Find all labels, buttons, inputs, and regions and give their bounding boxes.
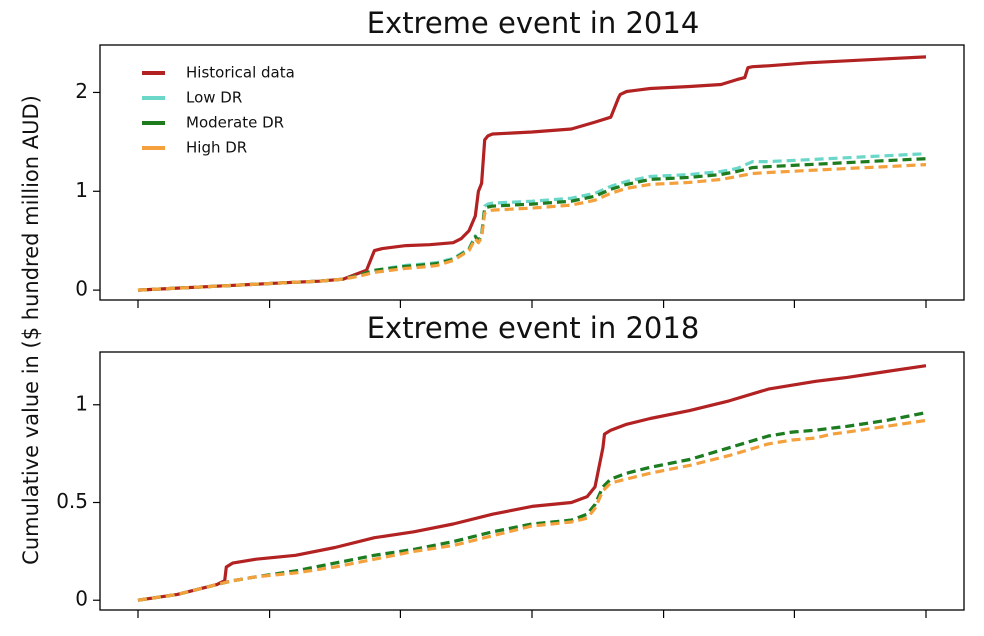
chart-bottom-x-ticks	[137, 610, 927, 618]
chart-top-x-ticks	[137, 300, 927, 308]
chart-bottom-y-tick-label: 0	[75, 587, 88, 611]
chart-top-lines	[137, 55, 927, 292]
chart-bottom-y-tick-label: 0.5	[56, 489, 88, 513]
chart-top-y-tick-label: 2	[75, 79, 88, 103]
chart-bottom-series-historical-data	[137, 364, 927, 602]
chart-bottom-y-ticks: 00.51	[56, 391, 100, 611]
chart-bottom-lines	[137, 364, 927, 602]
chart-top-series-high-dr	[137, 163, 927, 292]
chart-top-series-low-dr	[137, 152, 927, 292]
chart-top: Extreme event in 2014 0 1 2 Historical dat…	[75, 6, 965, 308]
legend-label-historical-data: Historical data	[186, 64, 295, 82]
legend-label-high-dr: High DR	[186, 139, 247, 157]
chart-bottom-series-high-dr	[137, 418, 927, 602]
chart-top-series-moderate-dr	[137, 157, 927, 292]
chart-bottom: Extreme event in 2018 00.51	[56, 311, 965, 618]
chart-top-y-tick-label: 1	[75, 178, 88, 202]
legend-label-low-dr: Low DR	[186, 89, 242, 107]
chart-top-y-ticks: 0 1 2	[75, 79, 100, 301]
legend-label-moderate-dr: Moderate DR	[186, 114, 284, 132]
chart-bottom-y-tick-label: 1	[75, 391, 88, 415]
chart-top-title: Extreme event in 2014	[367, 6, 700, 40]
chart-top-series-historical-data	[137, 55, 927, 292]
chart-top-frame	[99, 44, 965, 301]
chart-bottom-frame	[99, 351, 965, 611]
chart-bottom-title: Extreme event in 2018	[367, 311, 700, 345]
y-axis-label: Cumulative value in ($ hundred million A…	[19, 95, 43, 565]
chart-top-legend: Historical data Low DR Moderate DR High DR	[142, 64, 295, 157]
chart-top-y-tick-label: 0	[75, 277, 88, 301]
